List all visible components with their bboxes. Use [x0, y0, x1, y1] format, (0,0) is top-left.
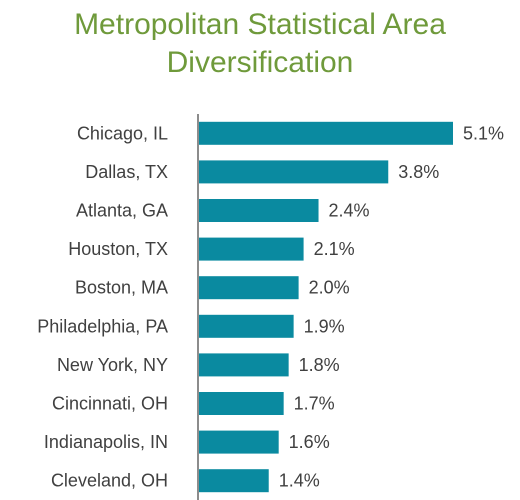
value-label-7: 1.7%: [294, 394, 335, 414]
bar-8: [199, 430, 279, 454]
bar-6: [199, 353, 289, 377]
category-label-0: Chicago, IL: [77, 123, 168, 143]
value-label-0: 5.1%: [463, 123, 504, 143]
category-label-9: Cleveland, OH: [51, 471, 168, 491]
value-label-1: 3.8%: [398, 162, 439, 182]
value-label-4: 2.0%: [309, 278, 350, 298]
value-label-2: 2.4%: [329, 201, 370, 221]
value-label-5: 1.9%: [304, 316, 345, 336]
category-label-3: Houston, TX: [68, 239, 168, 259]
bar-7: [199, 392, 284, 415]
chart-title-line-1: Metropolitan Statistical Area: [74, 8, 446, 41]
bar-9: [199, 469, 269, 493]
value-label-8: 1.6%: [289, 432, 330, 452]
chart-title-line-2: Diversification: [166, 46, 354, 79]
chart-title: Metropolitan Statistical Area Diversific…: [0, 6, 520, 82]
category-label-2: Atlanta, GA: [76, 201, 168, 221]
value-label-6: 1.8%: [299, 355, 340, 375]
bar-1: [199, 160, 389, 184]
bar-4: [199, 276, 299, 300]
category-label-6: New York, NY: [57, 355, 168, 375]
category-label-7: Cincinnati, OH: [52, 394, 168, 414]
bar-2: [199, 199, 319, 222]
category-label-8: Indianapolis, IN: [44, 432, 168, 452]
category-label-4: Boston, MA: [75, 278, 168, 298]
category-label-5: Philadelphia, PA: [37, 316, 168, 336]
bar-0: [199, 121, 453, 145]
category-label-1: Dallas, TX: [85, 162, 168, 182]
bar-3: [199, 237, 304, 261]
value-label-9: 1.4%: [279, 471, 320, 491]
bar-5: [199, 314, 294, 338]
bars-group: Chicago, IL 5.1% Dallas, TX 3.8% Atlanta, GA…: [37, 121, 504, 493]
value-label-3: 2.1%: [314, 239, 355, 259]
